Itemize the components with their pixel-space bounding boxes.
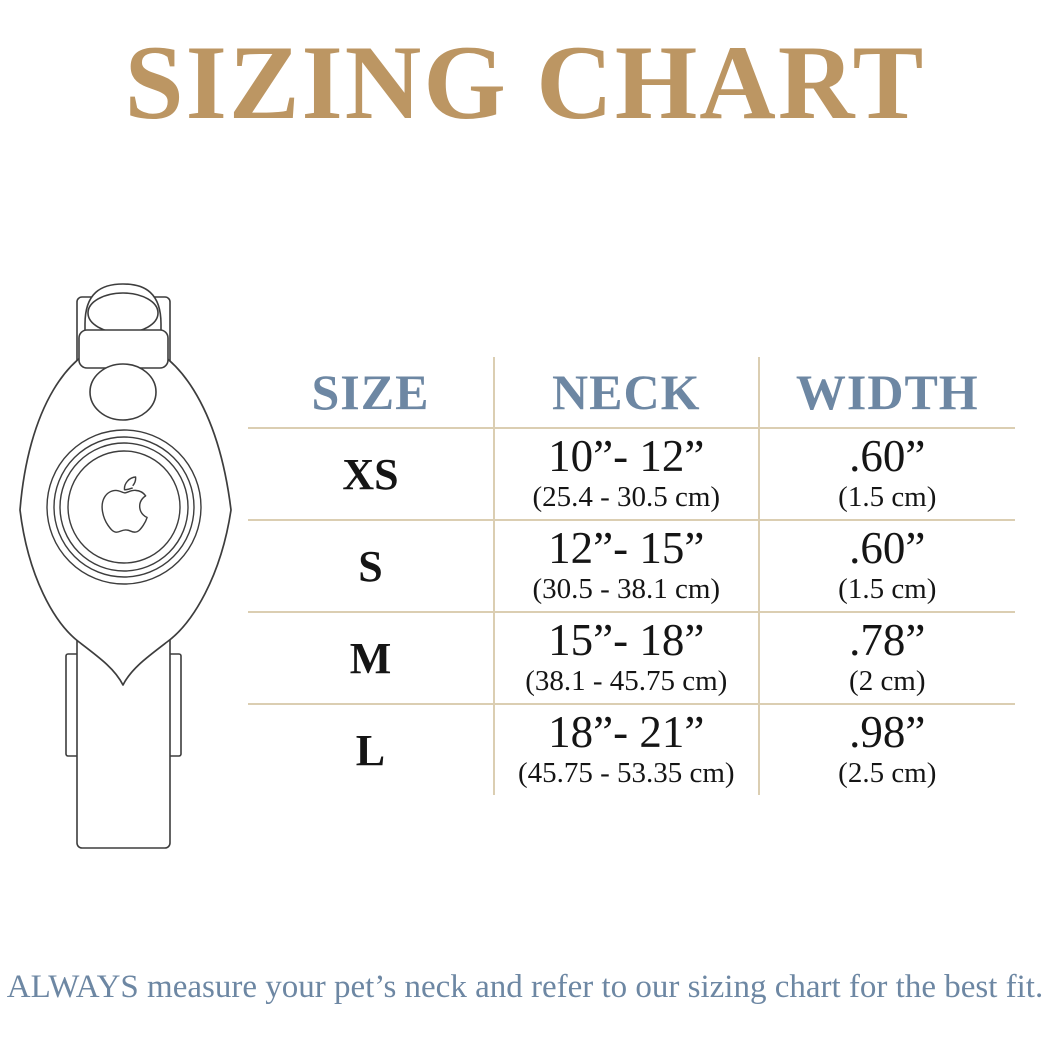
size-cell: M	[248, 613, 495, 703]
size-cell: L	[248, 705, 495, 795]
page-title: SIZING CHART	[124, 24, 926, 141]
width-cm: (1.5 cm)	[838, 572, 937, 605]
table-row: XS 10”- 12” (25.4 - 30.5 cm) .60” (1.5 cm)	[248, 427, 1015, 519]
width-cm: (1.5 cm)	[838, 480, 937, 513]
stitch-hole	[89, 363, 157, 421]
neck-cell: 12”- 15” (30.5 - 38.1 cm)	[495, 521, 760, 611]
neck-inches: 18”- 21”	[548, 706, 705, 757]
width-cell: .60” (1.5 cm)	[760, 521, 1015, 611]
neck-cell: 18”- 21” (45.75 - 53.35 cm)	[495, 705, 760, 795]
column-header-neck: NECK	[495, 357, 760, 427]
table-body: XS 10”- 12” (25.4 - 30.5 cm) .60” (1.5 cm) S 1…	[248, 427, 1015, 795]
table-row: S 12”- 15” (30.5 - 38.1 cm) .60” (1.5 cm)	[248, 519, 1015, 611]
neck-inches: 10”- 12”	[548, 430, 705, 481]
width-inches: .98”	[849, 706, 926, 757]
keeper-band	[78, 329, 169, 369]
width-cm: (2.5 cm)	[838, 756, 937, 789]
buckle-loop-hole	[87, 292, 159, 334]
size-cell: S	[248, 521, 495, 611]
column-header-size: SIZE	[248, 357, 495, 427]
footnote: ALWAYS measure your pet’s neck and refer…	[6, 969, 1044, 1005]
table-row: M 15”- 18” (38.1 - 45.75 cm) .78” (2 cm)	[248, 611, 1015, 703]
table-row: L 18”- 21” (45.75 - 53.35 cm) .98” (2.5 cm)	[248, 703, 1015, 795]
width-cell: .60” (1.5 cm)	[760, 429, 1015, 519]
neck-cm: (38.1 - 45.75 cm)	[525, 664, 728, 697]
neck-cm: (45.75 - 53.35 cm)	[517, 756, 735, 789]
width-cell: .78” (2 cm)	[760, 613, 1015, 703]
width-cm: (2 cm)	[849, 664, 926, 697]
column-header-width: WIDTH	[795, 364, 979, 420]
neck-cm: (25.4 - 30.5 cm)	[532, 480, 721, 513]
size-cell: XS	[248, 429, 495, 519]
collar-illustration	[19, 283, 232, 849]
width-inches: .60”	[849, 430, 926, 481]
neck-inches: 12”- 15”	[548, 522, 705, 573]
neck-cell: 10”- 12” (25.4 - 30.5 cm)	[495, 429, 760, 519]
sizing-table: SIZE NECK WIDTH XS 10”- 12” (25.4 - 30.5 cm)…	[248, 357, 1015, 795]
airtag-rings	[46, 429, 202, 585]
width-inches: .78”	[849, 614, 926, 665]
width-cell: .98” (2.5 cm)	[760, 705, 1015, 795]
neck-inches: 15”- 18”	[548, 614, 705, 665]
width-inches: .60”	[849, 522, 926, 573]
table-header-row: SIZE NECK WIDTH	[248, 357, 1015, 427]
neck-cm: (30.5 - 38.1 cm)	[532, 572, 721, 605]
neck-cell: 15”- 18” (38.1 - 45.75 cm)	[495, 613, 760, 703]
apple-logo-icon	[101, 476, 148, 533]
